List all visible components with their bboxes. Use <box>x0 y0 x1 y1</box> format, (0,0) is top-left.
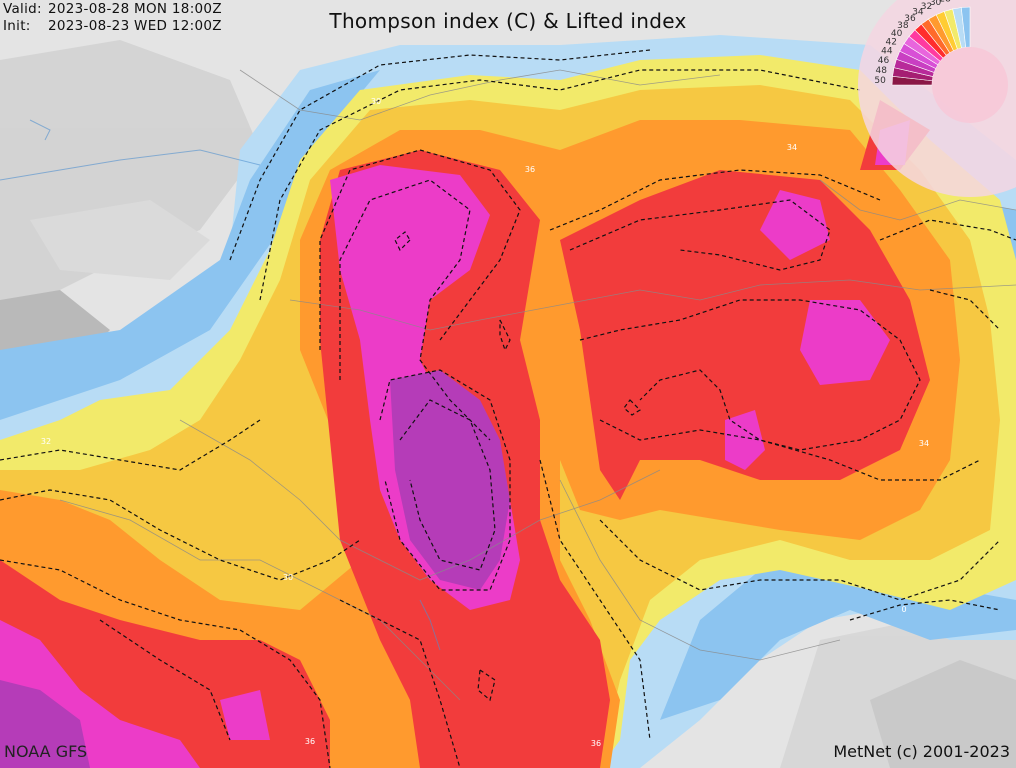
init-label: Init: <box>3 18 31 34</box>
li-shade-blue <box>0 70 1016 720</box>
legend-value: 44 <box>881 47 893 57</box>
legend-value: 50 <box>874 76 886 86</box>
legend-value: 40 <box>891 29 903 39</box>
legend-wedge <box>960 6 971 48</box>
country-borders <box>59 69 1016 701</box>
contour-value-label: 30 <box>371 97 381 106</box>
valid-label: Valid: <box>3 1 42 17</box>
init-time: Init: 2023-08-23 WED 12:00Z <box>3 18 222 34</box>
contour-value-label: 36 <box>591 739 601 748</box>
map-title: Thompson index (C) & Lifted index <box>329 9 687 33</box>
init-value: 2023-08-23 WED 12:00Z <box>48 18 222 34</box>
copyright-notice: MetNet (c) 2001-2023 <box>833 742 1010 761</box>
lifted-index-contours <box>0 49 1016 768</box>
contour-value-label: 34 <box>787 143 797 152</box>
legend-value: 38 <box>897 21 909 31</box>
valid-value: 2023-08-28 MON 18:00Z <box>48 1 222 17</box>
contour-value-label: 36 <box>525 165 535 174</box>
contour-labels: 36 34 32 30 34 36 36 30 0 <box>41 97 929 748</box>
contour-value-label: 30 <box>283 573 293 582</box>
legend-value: 24 <box>959 0 971 1</box>
contour-value-label: 32 <box>41 437 51 446</box>
contour-value-label: 0 <box>901 605 906 614</box>
legend-value: 30 <box>930 0 942 8</box>
legend-value: 42 <box>886 37 897 47</box>
contour-value-label: 36 <box>305 737 315 746</box>
legend-value: 48 <box>876 66 888 76</box>
model-source: NOAA GFS <box>4 742 88 761</box>
valid-time: Valid: 2023-08-28 MON 18:00Z <box>3 1 222 17</box>
rivers <box>0 119 441 651</box>
color-legend-wheel: 5048464442403836343230282624 <box>858 0 1016 197</box>
legend-value: 32 <box>921 2 932 12</box>
legend-value: 36 <box>904 14 916 24</box>
legend-value: 34 <box>912 8 924 18</box>
legend-hub <box>932 47 1008 123</box>
contour-value-label: 34 <box>919 439 929 448</box>
legend-value: 28 <box>939 0 951 5</box>
legend-value: 46 <box>878 56 890 66</box>
legend-value: 26 <box>949 0 961 2</box>
